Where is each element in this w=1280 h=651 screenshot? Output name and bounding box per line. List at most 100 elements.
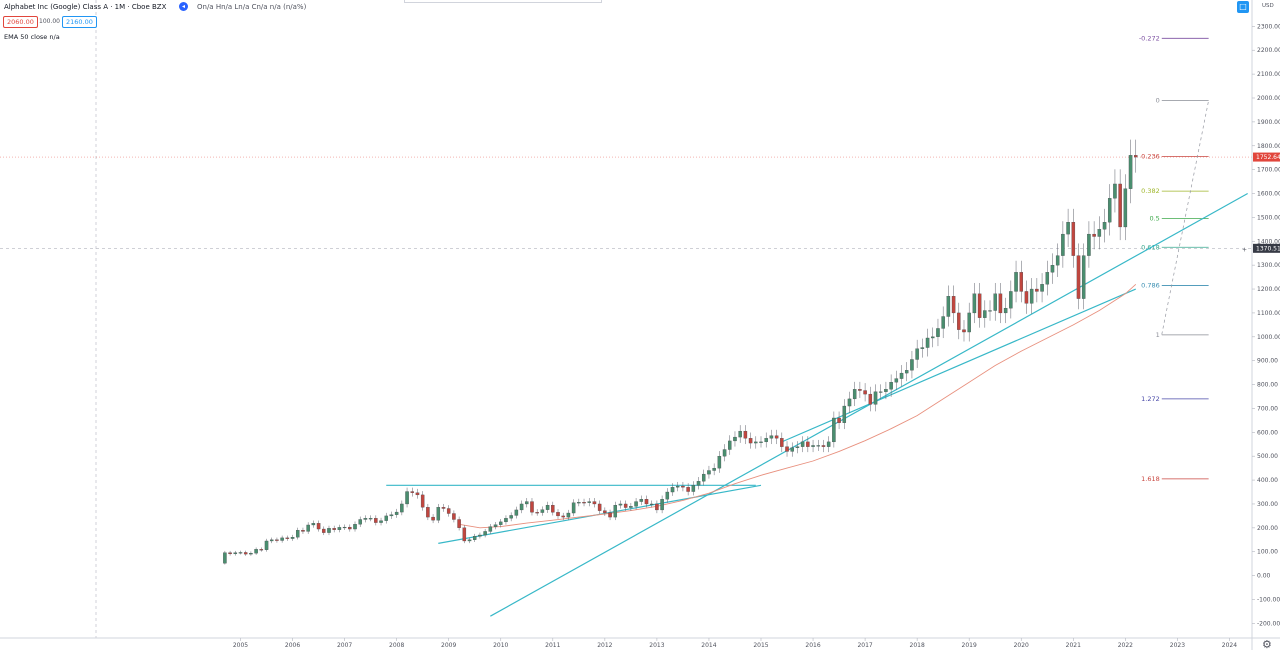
candle-body [389, 514, 394, 517]
ask-price-box[interactable]: 2160.00 [62, 16, 97, 28]
candle-body [754, 441, 758, 444]
fib-level-label: 1 [1156, 331, 1160, 339]
year-tick-label: 2010 [493, 642, 508, 649]
year-tick-label: 2006 [285, 642, 300, 649]
candle-body [977, 293, 982, 318]
candle-body [410, 491, 415, 493]
candle-body [535, 512, 539, 514]
symbol-label: Alphabet Inc (Google) Class A · 1M · Cbo… [4, 3, 167, 11]
candle-body [493, 524, 498, 527]
candle-body [1107, 198, 1112, 223]
add-level-icon: + [1242, 246, 1247, 253]
price-tick-label: 1800.00 [1257, 143, 1280, 150]
candle-body [707, 470, 711, 475]
year-tick-label: 2020 [1014, 642, 1029, 649]
indicator-value: n/a [49, 33, 60, 41]
candle-body [405, 491, 409, 505]
candle-body [478, 534, 482, 537]
candle-body [785, 446, 789, 452]
candle-body [254, 549, 258, 554]
candle-body [233, 552, 238, 555]
candle-body [322, 528, 326, 533]
year-tick-label: 2009 [441, 642, 456, 649]
candle-body [587, 501, 591, 503]
fib-trend-line [1161, 100, 1209, 335]
candle-body [415, 492, 420, 496]
candle-body [837, 417, 841, 423]
price-tick-label: 400.00 [1257, 477, 1278, 484]
year-tick-label: 2012 [597, 642, 612, 649]
candle-body [467, 539, 472, 542]
candle-body [852, 389, 857, 400]
indicator-legend[interactable]: EMA 50 close n/a [4, 33, 60, 41]
candle-body [384, 515, 388, 521]
candle-body [259, 549, 264, 551]
symbol-title[interactable]: Alphabet Inc (Google) Class A · 1M · Cbo… [4, 3, 166, 11]
candle-body [894, 378, 899, 383]
candle-body [431, 516, 435, 521]
fib-level-label: 0.786 [1141, 281, 1160, 289]
candle-body [634, 501, 638, 507]
candle-body [811, 445, 815, 447]
candle-body [285, 537, 290, 539]
candle-body [806, 441, 810, 447]
candle-body [696, 481, 701, 486]
candle-body [795, 446, 800, 448]
candle-body [1118, 183, 1122, 228]
gear-icon[interactable]: ⚙ [1262, 638, 1272, 651]
candle-body [1081, 255, 1086, 299]
candle-body [269, 539, 274, 542]
candle-body [603, 510, 607, 513]
candle-body [540, 509, 545, 513]
candle-body [816, 445, 821, 447]
collapse-icon[interactable]: ◂ [179, 2, 188, 11]
candle-body [774, 435, 779, 439]
candle-body [722, 449, 727, 457]
price-tick-label: 100.00 [1257, 549, 1278, 556]
candle-body [748, 438, 753, 444]
candle-body [514, 509, 519, 516]
candle-body [1128, 155, 1133, 189]
candle-body [530, 501, 534, 513]
candle-body [571, 502, 576, 514]
candle-body [613, 505, 618, 518]
candle-body [561, 515, 565, 518]
price-tick-label: 0.00 [1257, 573, 1271, 580]
candle-body [920, 347, 925, 349]
price-tick-label: -100.00 [1257, 596, 1280, 603]
candle-body [899, 372, 904, 379]
candle-body [1014, 272, 1018, 292]
square-icon[interactable]: □ [1237, 1, 1249, 13]
bid-price-box[interactable]: 2060.00 [3, 16, 38, 28]
candle-body [629, 506, 633, 508]
price-tick-label: 200.00 [1257, 525, 1278, 532]
candle-body [311, 523, 316, 526]
candle-body [1050, 265, 1055, 273]
candle-body [275, 539, 279, 541]
price-tick-label: 1900.00 [1257, 119, 1280, 126]
year-tick-label: 2017 [857, 642, 872, 649]
candle-body [457, 519, 461, 528]
candle-body [790, 447, 794, 452]
candle-body [1019, 272, 1024, 292]
candle-body [368, 518, 373, 520]
candle-body [525, 501, 529, 505]
candle-body [446, 508, 451, 514]
candle-body [592, 501, 597, 505]
candle-body [290, 537, 295, 539]
fib-level-label: 0.5 [1149, 215, 1159, 223]
candle-body [504, 518, 508, 523]
fib-level-label: 0.236 [1141, 153, 1160, 161]
candle-body [712, 467, 716, 471]
candle-body [780, 438, 784, 447]
candle-body [889, 382, 893, 390]
candle-body [1029, 288, 1034, 304]
candle-body [1092, 233, 1096, 237]
candle-body [691, 485, 696, 492]
candle-body [1066, 222, 1070, 235]
price-tick-label: 1100.00 [1257, 310, 1280, 317]
candle-body [374, 518, 378, 523]
top-toolbar-tab[interactable] [404, 0, 602, 3]
year-tick-label: 2013 [649, 642, 664, 649]
